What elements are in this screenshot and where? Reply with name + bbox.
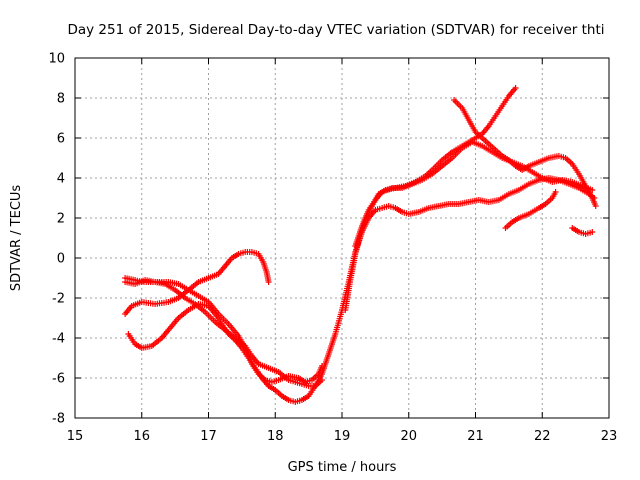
- series-track-h: [502, 189, 559, 231]
- data-point: [552, 189, 559, 195]
- x-tick-label: 16: [133, 429, 150, 444]
- y-tick-label: -6: [52, 372, 65, 387]
- x-tick-label: 18: [267, 429, 284, 444]
- data-point: [592, 203, 599, 209]
- x-axis-label: GPS time / hours: [288, 460, 397, 475]
- series-track-i: [569, 225, 596, 237]
- x-tick-label: 22: [534, 429, 551, 444]
- y-tick-label: 10: [48, 52, 65, 67]
- x-tick-label: 23: [601, 429, 618, 444]
- chart-title: Day 251 of 2015, Sidereal Day-to-day VTE…: [67, 22, 604, 38]
- y-tick-label: 0: [57, 252, 65, 267]
- y-tick-label: 6: [57, 132, 65, 147]
- data-point: [589, 229, 596, 235]
- x-tick-label: 21: [467, 429, 484, 444]
- y-tick-label: 4: [57, 172, 65, 187]
- y-tick-label: 8: [57, 92, 65, 107]
- data-point: [512, 85, 519, 91]
- x-tick-labels: 15 16 17 18 19 20 21 22 23: [67, 429, 618, 444]
- data-series: [122, 85, 599, 405]
- grid-lines: [75, 58, 609, 418]
- y-tick-label: -4: [52, 332, 65, 347]
- series-track-c: [122, 249, 272, 317]
- y-tick-labels: -8 -6 -4 -2 0 2 4 6 8 10: [48, 52, 65, 427]
- series-track-b: [122, 277, 325, 389]
- series-track-e: [342, 85, 519, 313]
- x-tick-label: 15: [67, 429, 84, 444]
- y-tick-label: -2: [52, 292, 65, 307]
- y-tick-label: 2: [57, 212, 65, 227]
- x-tick-label: 20: [400, 429, 417, 444]
- y-tick-label: -8: [52, 412, 65, 427]
- plot-frame: [74, 57, 610, 419]
- x-tick-label: 17: [200, 429, 217, 444]
- series-track-g: [451, 97, 599, 209]
- series-track-d: [125, 175, 598, 405]
- x-tick-label: 19: [334, 429, 351, 444]
- y-axis-label: SDTVAR / TECUs: [9, 185, 24, 292]
- data-point: [265, 279, 272, 285]
